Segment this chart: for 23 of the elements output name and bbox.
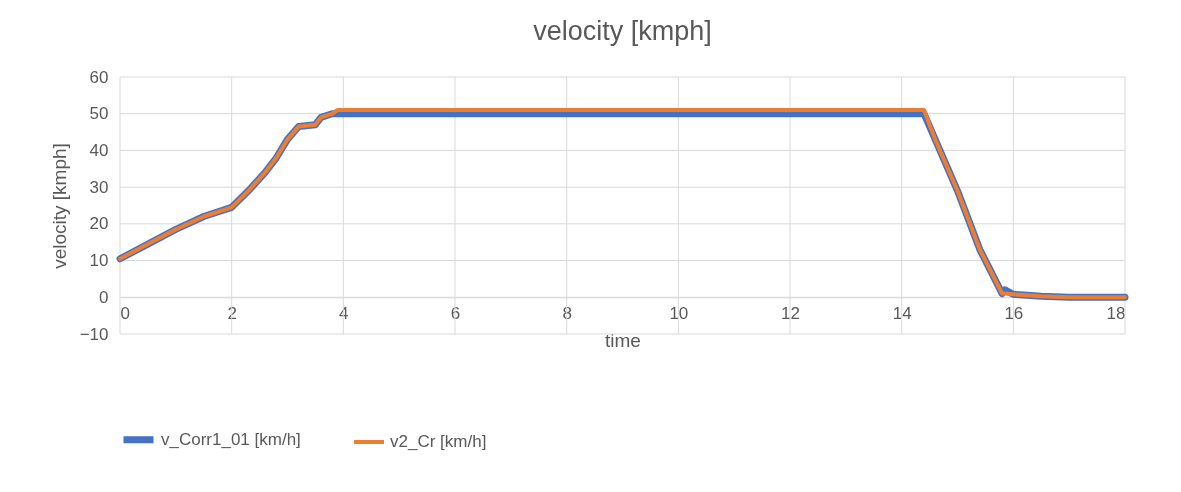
y-tick-label: 20: [89, 214, 109, 234]
x-tick-label: 16: [1004, 303, 1024, 323]
y-tick-label: −10: [79, 324, 109, 344]
x-tick-label: 0: [120, 303, 130, 323]
legend-label: v_Corr1_01 [km/h]: [161, 429, 301, 449]
x-tick-label: 2: [227, 303, 237, 323]
x-tick-label: 14: [892, 303, 912, 323]
y-tick-label: 10: [89, 251, 109, 271]
y-tick-label: 0: [99, 287, 109, 307]
x-tick-label: 8: [562, 303, 572, 323]
legend-label: v2_Cr [km/h]: [390, 432, 487, 451]
x-tick-label: 4: [339, 303, 349, 323]
x-tick-label: 12: [781, 303, 800, 323]
x-tick-label: 18: [1106, 303, 1126, 323]
chart-title: velocity [kmph]: [533, 16, 712, 46]
y-tick-label: 60: [89, 67, 109, 87]
x-tick-label: 10: [669, 303, 689, 323]
y-axis-title: velocity [kmph]: [48, 143, 70, 269]
x-axis-title: time: [605, 329, 641, 351]
y-tick-label: 50: [89, 104, 109, 124]
y-tick-label: 40: [89, 140, 109, 160]
x-tick-label: 6: [450, 303, 461, 323]
y-tick-label: 30: [89, 177, 109, 197]
